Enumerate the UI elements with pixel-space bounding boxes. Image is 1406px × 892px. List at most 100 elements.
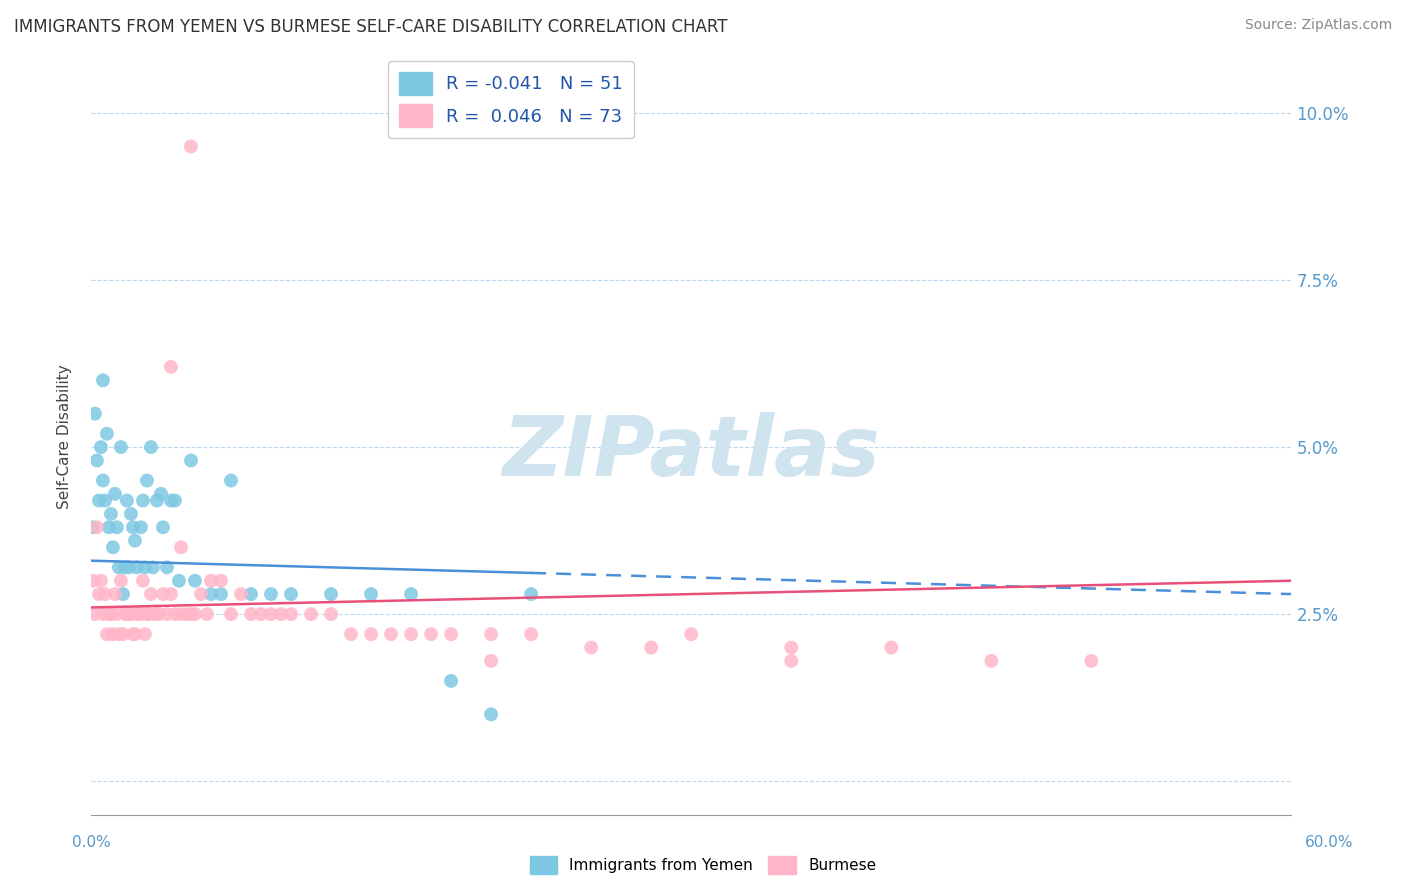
Point	[240, 587, 263, 601]
Point	[319, 607, 342, 621]
Point	[110, 574, 132, 588]
Point	[118, 607, 141, 621]
Point	[122, 627, 145, 641]
Point	[184, 574, 207, 588]
Point	[84, 607, 107, 621]
Point	[479, 627, 502, 641]
Point	[100, 607, 122, 621]
Point	[260, 607, 283, 621]
Point	[87, 587, 110, 601]
Point	[156, 607, 179, 621]
Point	[399, 587, 422, 601]
Point	[1080, 654, 1102, 668]
Point	[152, 520, 174, 534]
Point	[160, 359, 183, 374]
Point	[163, 493, 186, 508]
Point	[97, 520, 120, 534]
Point	[142, 560, 165, 574]
Point	[479, 707, 502, 722]
Point	[118, 560, 141, 574]
Point	[132, 493, 155, 508]
Point	[124, 627, 146, 641]
Point	[114, 607, 136, 621]
Point	[136, 474, 159, 488]
Point	[115, 607, 138, 621]
Point	[160, 587, 183, 601]
Point	[87, 493, 110, 508]
Point	[219, 607, 242, 621]
Point	[229, 587, 252, 601]
Point	[86, 520, 108, 534]
Point	[90, 574, 112, 588]
Point	[479, 654, 502, 668]
Point	[96, 426, 118, 441]
Point	[160, 493, 183, 508]
Point	[780, 654, 803, 668]
Point	[129, 520, 152, 534]
Point	[440, 673, 463, 688]
Text: IMMIGRANTS FROM YEMEN VS BURMESE SELF-CARE DISABILITY CORRELATION CHART: IMMIGRANTS FROM YEMEN VS BURMESE SELF-CA…	[14, 18, 727, 36]
Point	[104, 487, 127, 501]
Point	[94, 493, 117, 508]
Point	[180, 453, 202, 467]
Point	[980, 654, 1002, 668]
Point	[105, 607, 128, 621]
Point	[163, 607, 186, 621]
Point	[108, 560, 131, 574]
Point	[420, 627, 443, 641]
Point	[134, 627, 156, 641]
Point	[128, 607, 150, 621]
Point	[380, 627, 402, 641]
Point	[136, 607, 159, 621]
Point	[132, 574, 155, 588]
Point	[97, 607, 120, 621]
Point	[240, 607, 263, 621]
Point	[84, 407, 107, 421]
Point	[138, 607, 160, 621]
Point	[104, 587, 127, 601]
Point	[176, 607, 198, 621]
Text: ZIPatlas: ZIPatlas	[502, 412, 880, 492]
Point	[105, 520, 128, 534]
Text: 0.0%: 0.0%	[72, 836, 111, 850]
Point	[108, 627, 131, 641]
Point	[110, 440, 132, 454]
Point	[280, 607, 302, 621]
Point	[120, 607, 142, 621]
Point	[190, 587, 212, 601]
Point	[125, 607, 148, 621]
Point	[94, 587, 117, 601]
Point	[134, 560, 156, 574]
Point	[640, 640, 662, 655]
Point	[91, 607, 114, 621]
Point	[129, 607, 152, 621]
Point	[280, 587, 302, 601]
Point	[520, 587, 543, 601]
Text: 60.0%: 60.0%	[1305, 836, 1353, 850]
Point	[114, 560, 136, 574]
Point	[319, 587, 342, 601]
Point	[180, 607, 202, 621]
Point	[122, 520, 145, 534]
Point	[399, 627, 422, 641]
Point	[250, 607, 273, 621]
Point	[101, 541, 124, 555]
Point	[579, 640, 602, 655]
Point	[149, 487, 172, 501]
Point	[440, 627, 463, 641]
Point	[143, 607, 166, 621]
Point	[139, 440, 162, 454]
Point	[340, 627, 363, 641]
Point	[86, 453, 108, 467]
Text: Source: ZipAtlas.com: Source: ZipAtlas.com	[1244, 18, 1392, 32]
Point	[170, 607, 193, 621]
Point	[125, 560, 148, 574]
Point	[124, 533, 146, 548]
Point	[780, 640, 803, 655]
Point	[100, 507, 122, 521]
Point	[200, 587, 222, 601]
Point	[152, 587, 174, 601]
Point	[82, 574, 104, 588]
Point	[681, 627, 703, 641]
Point	[115, 493, 138, 508]
